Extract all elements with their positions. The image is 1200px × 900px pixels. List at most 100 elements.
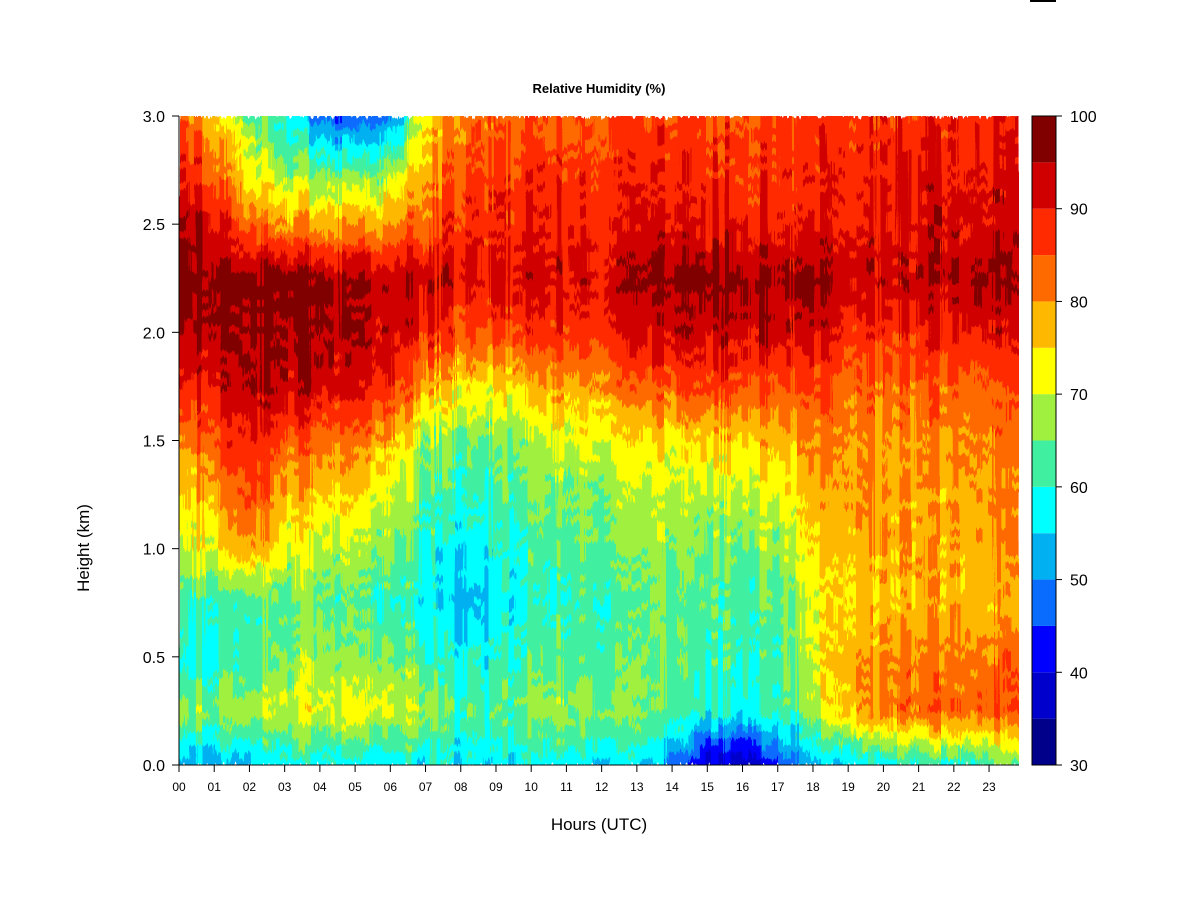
- heatmap-cell: [262, 379, 270, 388]
- heatmap-cell: [232, 338, 240, 347]
- heatmap-cell: [292, 757, 300, 765]
- heatmap-cell: [286, 568, 294, 577]
- heatmap-cell: [244, 392, 252, 401]
- heatmap-cell: [232, 602, 240, 611]
- heatmap-cell: [322, 196, 330, 205]
- heatmap-cell: [262, 581, 270, 590]
- heatmap-cell: [196, 324, 204, 333]
- heatmap-cell: [196, 243, 204, 252]
- heatmap-cell: [208, 602, 216, 611]
- heatmap-cell: [256, 453, 264, 462]
- heatmap-cell: [310, 142, 318, 151]
- heatmap-cell: [214, 541, 222, 550]
- heatmap-cell: [244, 284, 252, 293]
- heatmap-cell: [328, 581, 336, 590]
- heatmap-cell: [316, 149, 324, 158]
- heatmap-cell: [274, 230, 282, 239]
- heatmap-cell: [274, 324, 282, 333]
- heatmap-cell: [208, 223, 216, 232]
- heatmap-cell: [214, 433, 222, 442]
- heatmap-cell: [226, 365, 234, 374]
- heatmap-cell: [274, 128, 282, 137]
- heatmap-cell: [298, 446, 306, 455]
- heatmap-cell: [226, 135, 234, 144]
- heatmap-cell: [220, 230, 228, 239]
- heatmap-cell: [250, 399, 258, 408]
- heatmap-cell: [280, 210, 288, 219]
- heatmap-cell: [328, 548, 336, 557]
- heatmap-cell: [322, 710, 330, 719]
- heatmap-cell: [328, 311, 336, 320]
- heatmap-cell: [250, 142, 258, 151]
- heatmap-cell: [322, 426, 330, 435]
- heatmap-cell: [274, 487, 282, 496]
- heatmap-cell: [208, 446, 216, 455]
- heatmap-cell: [304, 730, 312, 739]
- heatmap-cell: [238, 412, 246, 421]
- heatmap-cell: [322, 737, 330, 746]
- heatmap-cell: [316, 291, 324, 300]
- heatmap-cell: [304, 135, 312, 144]
- heatmap-cell: [244, 372, 252, 381]
- heatmap-cell: [316, 649, 324, 658]
- heatmap-cell: [226, 561, 234, 570]
- heatmap-cell: [334, 710, 342, 719]
- heatmap-cell: [250, 155, 258, 164]
- heatmap-cell: [292, 392, 300, 401]
- heatmap-cell: [262, 142, 270, 151]
- heatmap-cell: [274, 737, 282, 746]
- heatmap-cell: [280, 331, 288, 340]
- heatmap-cell: [202, 358, 210, 367]
- heatmap-cell: [298, 203, 306, 212]
- heatmap-cell: [322, 433, 330, 442]
- heatmap-cell: [262, 419, 270, 428]
- heatmap-cell: [310, 331, 318, 340]
- heatmap-cell: [226, 723, 234, 732]
- heatmap-cell: [190, 446, 198, 455]
- heatmap-cell: [298, 385, 306, 394]
- heatmap-cell: [322, 338, 330, 347]
- heatmap-cell: [190, 690, 198, 698]
- heatmap-cell: [214, 642, 222, 651]
- heatmap-cell: [214, 548, 222, 557]
- heatmap-cell: [232, 399, 240, 408]
- heatmap-cell: [179, 446, 186, 455]
- heatmap-cell: [310, 737, 318, 746]
- heatmap-cell: [286, 419, 294, 428]
- heatmap-cell: [184, 237, 192, 246]
- heatmap-cell: [316, 189, 324, 198]
- heatmap-cell: [226, 683, 234, 692]
- heatmap-cell: [244, 176, 252, 185]
- heatmap-cell: [268, 717, 276, 726]
- heatmap-cell: [190, 203, 198, 212]
- heatmap-cell: [179, 737, 186, 746]
- heatmap-cell: [274, 135, 282, 144]
- heatmap-cell: [208, 189, 216, 198]
- heatmap-cell: [250, 338, 258, 347]
- heatmap-cell: [202, 379, 210, 388]
- heatmap-cell: [292, 622, 300, 631]
- heatmap-cell: [304, 297, 312, 306]
- heatmap-cell: [280, 744, 288, 753]
- heatmap-cell: [202, 122, 210, 131]
- heatmap-cell: [208, 575, 216, 584]
- heatmap-cell: [179, 602, 186, 611]
- heatmap-cell: [226, 284, 234, 293]
- heatmap-cell: [286, 142, 294, 151]
- heatmap-cell: [280, 128, 288, 137]
- heatmap-cell: [220, 568, 228, 577]
- heatmap-cell: [328, 676, 336, 685]
- heatmap-cell: [202, 487, 210, 496]
- heatmap-cell: [214, 142, 222, 151]
- heatmap-cell: [208, 683, 216, 692]
- heatmap-cell: [298, 291, 306, 300]
- heatmap-cell: [190, 439, 198, 448]
- heatmap-cell: [202, 717, 210, 726]
- heatmap-cell: [256, 196, 264, 205]
- heatmap-cell: [280, 324, 288, 333]
- heatmap-cell: [220, 710, 228, 719]
- heatmap-cell: [232, 365, 240, 374]
- heatmap-cell: [220, 426, 228, 435]
- heatmap-cell: [226, 304, 234, 313]
- heatmap-cell: [238, 527, 246, 536]
